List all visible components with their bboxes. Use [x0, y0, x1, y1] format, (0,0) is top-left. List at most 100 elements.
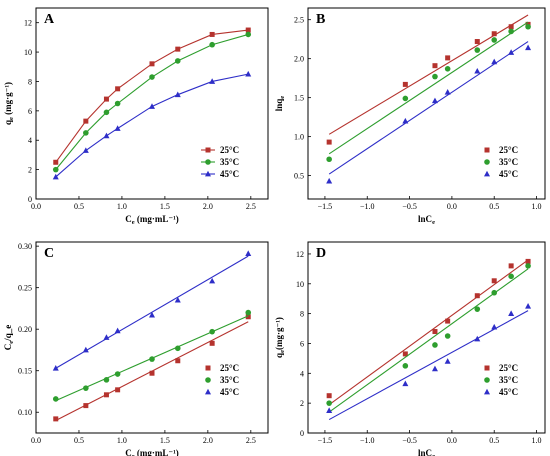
legend-label: 35°C [499, 375, 518, 385]
x-tick-label: 0.0 [31, 436, 41, 445]
x-tick-label: 0.5 [489, 202, 499, 211]
x-tick-label: 2.5 [246, 202, 256, 211]
data-point [209, 340, 215, 346]
data-point [402, 117, 409, 124]
x-axis-label: lnCe [418, 214, 435, 226]
data-point [245, 309, 252, 316]
data-point [402, 363, 409, 369]
data-point [508, 310, 515, 317]
x-tick-label: 1.0 [532, 202, 542, 211]
y-tick-label: 2.5 [294, 16, 304, 25]
data-point [444, 66, 451, 72]
series-line [55, 73, 249, 178]
legend-marker [205, 365, 211, 371]
data-point [326, 400, 332, 406]
y-tick-label: 4 [28, 136, 32, 145]
data-point [444, 358, 451, 364]
data-point [326, 156, 332, 163]
data-point [474, 67, 481, 74]
legend: 25°C 35°C 45°C [484, 363, 518, 397]
data-point [103, 96, 109, 102]
x-tick-label: 1.0 [532, 436, 542, 445]
plot-frame [35, 241, 269, 434]
y-tick-label: 2.0 [294, 55, 304, 64]
fit-line [328, 259, 529, 406]
legend-label: 35°C [499, 157, 518, 167]
x-tick-label: 0.0 [31, 202, 41, 211]
data-point [474, 47, 481, 53]
x-tick-label: 0.5 [74, 436, 84, 445]
data-point [149, 370, 155, 376]
x-tick-label: −1.0 [360, 202, 375, 211]
data-point [52, 396, 59, 402]
x-tick-label: 1.5 [160, 436, 170, 445]
legend-label: 25°C [499, 145, 518, 155]
data-point [474, 39, 480, 45]
legend-label: 35°C [220, 157, 239, 167]
x-tick-label: −1.0 [360, 436, 375, 445]
data-point [82, 346, 89, 353]
data-point [432, 329, 438, 335]
x-axis-label: lnCe [418, 448, 435, 456]
data-point [114, 100, 121, 107]
plot-frame [35, 7, 269, 200]
y-tick-label: 0.30 [18, 242, 32, 251]
data-point [82, 147, 89, 153]
data-point [114, 327, 121, 334]
data-point [326, 139, 332, 145]
data-point [445, 318, 451, 324]
x-tick-label: 1.0 [117, 436, 127, 445]
y-tick-label: 1.0 [294, 133, 304, 142]
series-line [55, 29, 249, 163]
x-tick-label: −1.5 [318, 436, 333, 445]
series-2 [326, 41, 532, 184]
data-point [432, 342, 438, 348]
x-tick-label: −0.5 [402, 436, 417, 445]
data-point [245, 27, 251, 33]
panel-letter: D [316, 246, 326, 261]
x-tick-label: 0.5 [74, 202, 84, 211]
data-point [525, 258, 531, 264]
panel-letter: A [44, 12, 55, 27]
y-tick-label: 12 [24, 19, 32, 28]
y-tick-label: 0.10 [18, 408, 32, 417]
data-point [83, 118, 89, 124]
panel-c: C 0.0 0.5 1.0 1.5 2.0 2.5 0.10 0.15 0.20 0.25 0.30 C… [3, 241, 269, 456]
legend-marker [484, 377, 490, 383]
data-point [174, 58, 181, 64]
panel-d: D −1.5 −1.0 −0.5 0.0 0.5 1.0 0 2 4 6 8 10 12 lnCe qe(mg… [274, 241, 546, 456]
series-2 [52, 70, 252, 180]
data-point [402, 81, 408, 87]
y-tick-label: 8 [28, 77, 32, 86]
data-point [115, 86, 121, 92]
data-point [245, 31, 252, 38]
panel-letter: C [44, 246, 54, 261]
panel-a: A 0.0 0.5 1.0 1.5 2.0 2.5 0 2 4 6 8 10 12 Ce (mg·mL⁻¹)… [3, 7, 269, 226]
data-point [103, 392, 109, 398]
data-point [209, 277, 216, 284]
data-point [103, 377, 110, 383]
data-point [508, 273, 514, 280]
data-point [52, 365, 59, 371]
x-tick-label: 1.5 [160, 202, 170, 211]
series-0 [53, 314, 251, 422]
legend-label: 35°C [220, 375, 239, 385]
data-point [114, 125, 121, 131]
y-tick-label: 2 [300, 399, 304, 408]
legend-marker [205, 147, 211, 153]
data-point [508, 28, 514, 35]
fit-line [328, 14, 529, 135]
data-point [508, 24, 514, 30]
legend-label: 25°C [499, 363, 518, 373]
data-point [474, 293, 480, 299]
x-tick-label: 1.0 [117, 202, 127, 211]
y-tick-label: 0 [300, 429, 304, 438]
data-point [245, 314, 251, 320]
data-point [402, 95, 409, 102]
legend: 25°C 35°C 45°C [205, 363, 239, 397]
data-point [83, 130, 89, 136]
legend: 25°C 35°C 45°C [201, 145, 239, 179]
series-0 [326, 14, 531, 145]
panel-b: B −1.5 −1.0 −0.5 0.0 0.5 1.0 0.5 1.0 1.5 2.0 2.5 lnC… [274, 7, 546, 226]
series-2 [326, 302, 532, 421]
